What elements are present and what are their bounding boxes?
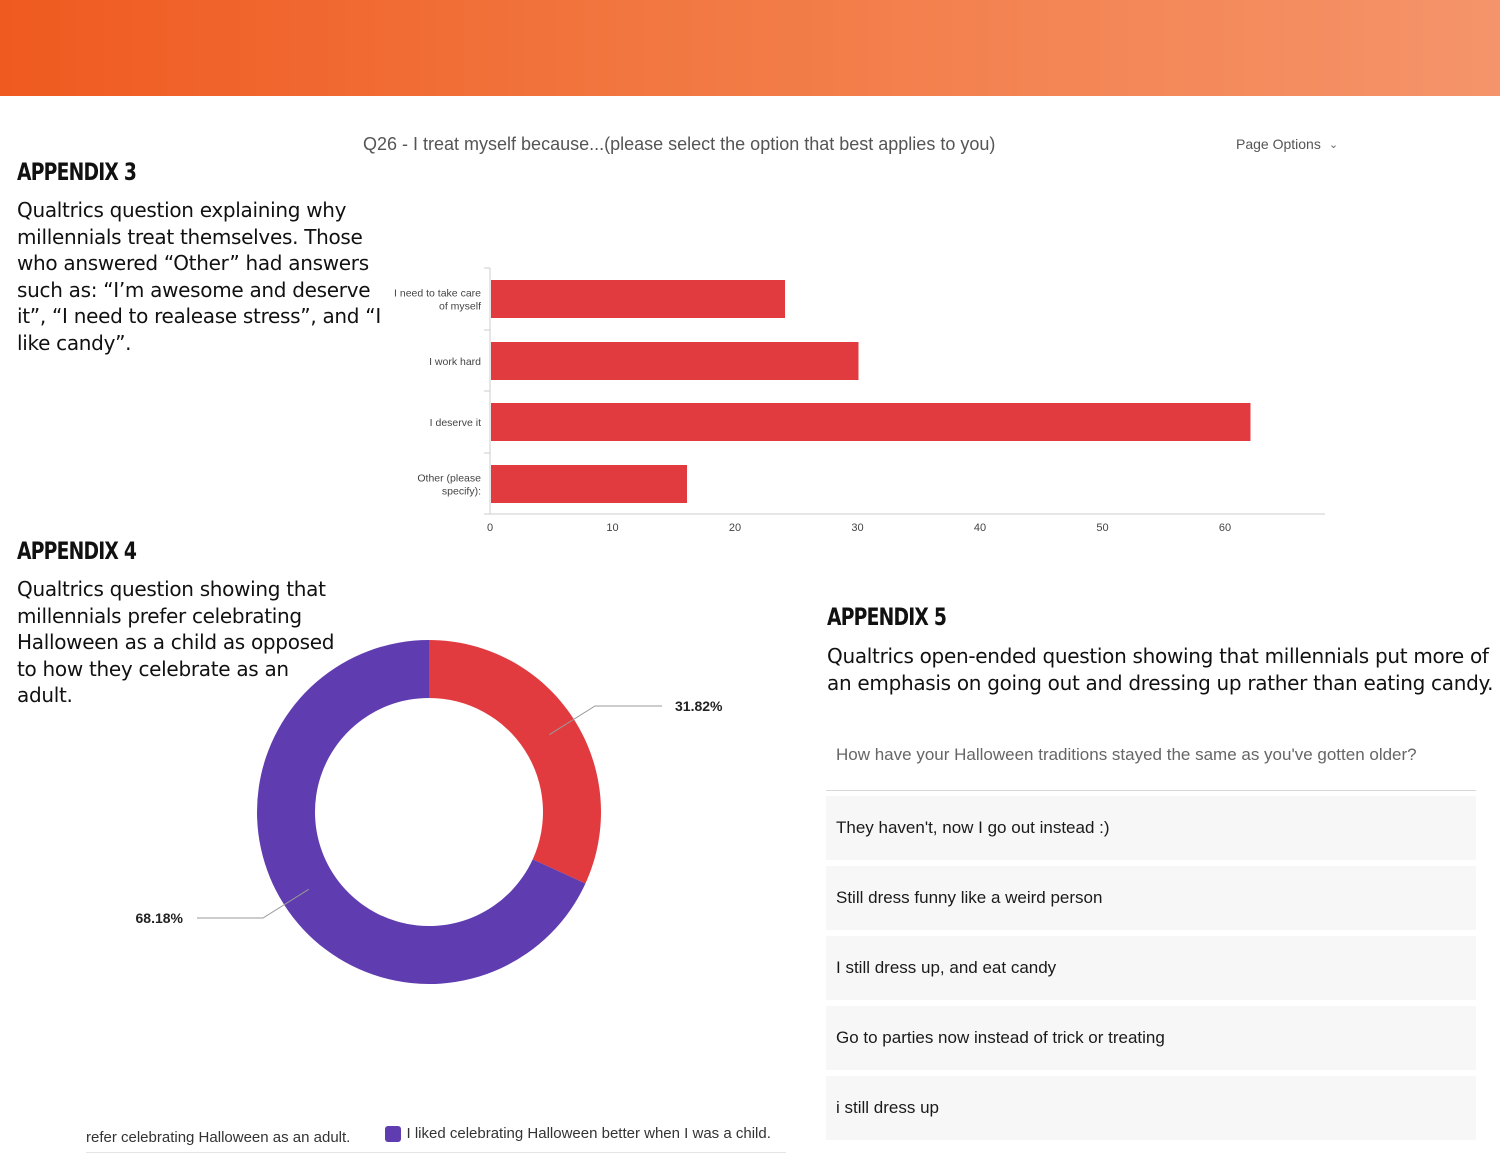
table-row[interactable]: I still dress up, and eat candy (826, 936, 1476, 1000)
category-label: specify): (442, 486, 481, 498)
page-options-button[interactable]: Page Options ⌄ (1236, 136, 1338, 152)
responses-table-header: How have your Halloween traditions staye… (826, 730, 1476, 791)
text-line: to how they celebrate as an (17, 656, 289, 681)
text-line: millennials prefer celebrating (17, 603, 302, 628)
text-line: Qualtrics open-ended question showing th… (827, 644, 1489, 668)
leader-line (197, 888, 309, 919)
category-label: Other (please (417, 473, 481, 485)
text-line: like candy”. (17, 330, 132, 355)
chevron-down-icon: ⌄ (1328, 138, 1339, 151)
table-row[interactable]: i still dress up (826, 1076, 1476, 1140)
table-row[interactable]: Still dress funny like a weird person (826, 866, 1476, 930)
text-line: adult. (17, 683, 73, 707)
x-tick-label: 30 (851, 522, 863, 534)
category-label: I work hard (429, 356, 481, 368)
response-text: Still dress funny like a weird person (836, 888, 1103, 907)
page-options-label: Page Options (1236, 136, 1321, 152)
x-tick-label: 60 (1219, 522, 1231, 534)
leader-line (549, 705, 662, 736)
x-tick-label: 40 (974, 522, 986, 534)
header-banner (0, 0, 1500, 96)
table-row[interactable]: They haven't, now I go out instead :) (826, 796, 1476, 860)
bar (491, 342, 859, 380)
x-tick-label: 10 (606, 522, 618, 534)
question-title: Q26 - I treat myself because...(please s… (363, 134, 996, 154)
donut-slice (429, 640, 601, 884)
responses-question: How have your Halloween traditions staye… (836, 745, 1417, 764)
appendix-4-description: Qualtrics question showing that millenni… (17, 576, 334, 709)
slice-label: 68.18% (136, 910, 184, 926)
text-line: it”, “I need to realease stress”, and “I (17, 304, 381, 328)
legend-label: I liked celebrating Halloween better whe… (406, 1125, 771, 1142)
appendix-4-title: APPENDIX 4 (17, 537, 137, 565)
appendix-3-description: Qualtrics question explaining why millen… (17, 197, 381, 356)
bar (491, 465, 687, 503)
response-text: I still dress up, and eat candy (836, 958, 1057, 977)
legend-divider (86, 1152, 786, 1153)
x-tick-label: 50 (1096, 522, 1108, 534)
appendix-3-title: APPENDIX 3 (17, 158, 137, 186)
x-tick-label: 20 (729, 522, 741, 534)
response-text: They haven't, now I go out instead :) (836, 818, 1110, 837)
text-line: Halloween as a child as opposed (17, 630, 335, 654)
text-line: millennials treat themselves. Those (17, 224, 363, 249)
category-label: of myself (439, 301, 481, 313)
table-row[interactable]: Go to parties now instead of trick or tr… (826, 1006, 1476, 1070)
text-line: who answered “Other” had answers (17, 251, 369, 275)
bar (491, 280, 785, 318)
legend-swatch-purple (384, 1125, 401, 1142)
response-text: Go to parties now instead of trick or tr… (836, 1028, 1165, 1047)
appendix-5-title: APPENDIX 5 (827, 603, 947, 631)
appendix-5-description: Qualtrics open-ended question showing th… (827, 643, 1494, 696)
text-line: Qualtrics question explaining why (17, 198, 347, 222)
donut-legend: refer celebrating Halloween as an adult.… (86, 1120, 806, 1150)
text-line: an emphasis on going out and dressing up… (827, 670, 1494, 695)
text-line: Qualtrics question showing that (17, 577, 326, 601)
legend-item-adult[interactable]: refer celebrating Halloween as an adult. (86, 1129, 350, 1146)
legend-label: refer celebrating Halloween as an adult. (86, 1128, 351, 1146)
slice-label: 31.82% (675, 698, 723, 714)
x-tick-label: 0 (487, 522, 493, 534)
response-text: i still dress up (836, 1098, 939, 1117)
bar (491, 403, 1251, 441)
category-label: I need to take care (394, 288, 481, 300)
text-line: such as: “I’m awesome and deserve (17, 277, 371, 302)
category-label: I deserve it (430, 417, 481, 429)
legend-item-child[interactable]: I liked celebrating Halloween better whe… (384, 1125, 771, 1142)
